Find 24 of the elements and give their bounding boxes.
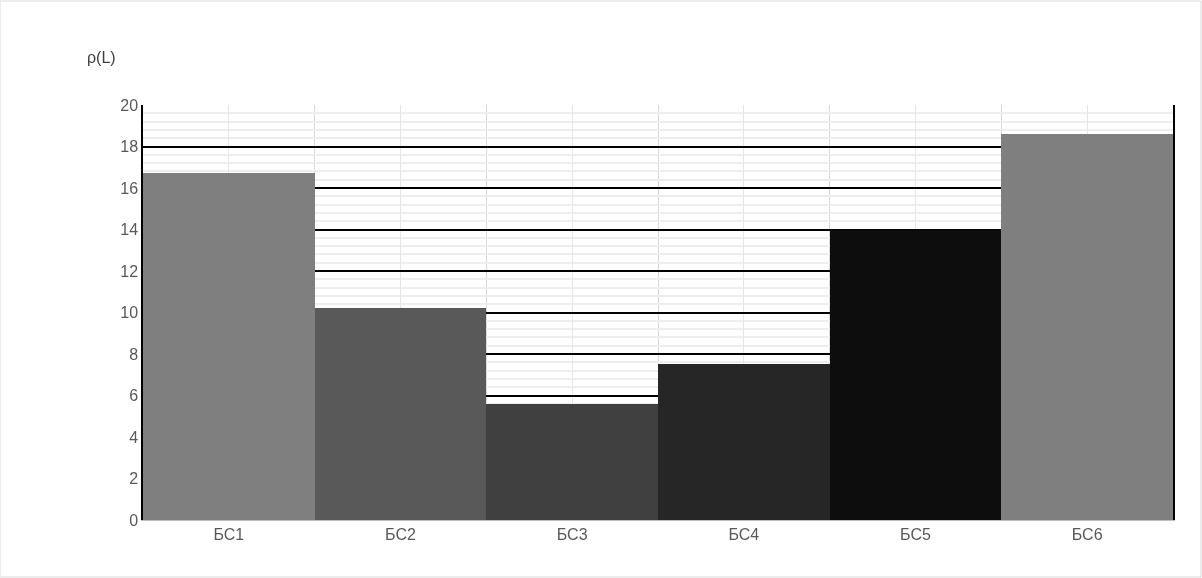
bar [143,173,315,520]
bar [315,308,486,520]
y-tick-label: 2 [129,470,139,488]
y-tick-label: 4 [129,428,139,446]
y-tick-label: 8 [129,345,139,363]
x-tick-label: БС3 [556,526,588,544]
y-tick-label: 14 [120,221,139,239]
x-tick-label: БС6 [1071,526,1103,544]
bar [658,364,830,520]
bar [830,230,1001,520]
y-tick-label: 20 [120,96,139,114]
y-tick-label: 6 [129,387,139,405]
x-tick-label: БС5 [900,526,931,544]
x-tick-label: БС2 [385,526,416,544]
y-axis-title: ρ(L) [87,49,116,66]
y-tick-label: 10 [120,304,139,322]
y-tick-label: 18 [120,138,139,156]
y-tick-label: 16 [120,179,139,197]
y-tick-label: 0 [129,511,139,529]
bar [1001,134,1173,520]
x-tick-label: БС4 [728,526,760,544]
bar [486,404,658,520]
x-tick-label: БС1 [213,526,245,544]
y-tick-label: 12 [120,262,139,280]
